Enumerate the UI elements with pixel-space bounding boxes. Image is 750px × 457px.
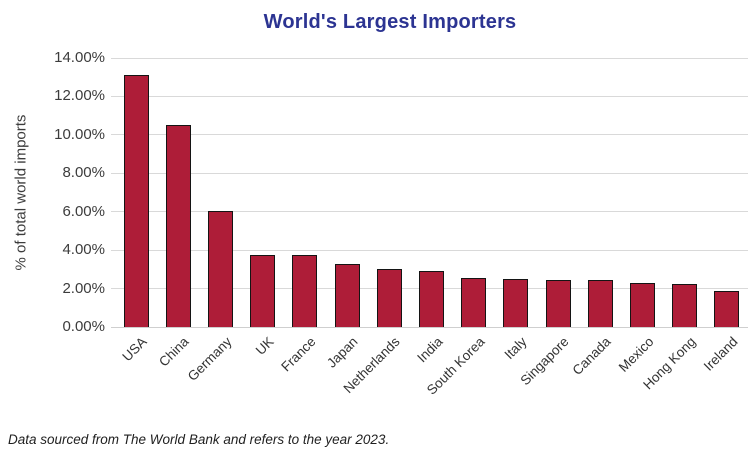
plot-area xyxy=(111,57,748,328)
chart-title: World's Largest Importers xyxy=(263,11,517,33)
y-tick-label: 14.00% xyxy=(54,49,105,66)
y-tick-label: 8.00% xyxy=(62,164,105,182)
y-gridline xyxy=(111,249,748,251)
bar-uk xyxy=(250,254,276,327)
bar-canada xyxy=(587,279,613,327)
y-tick-label: 12.00% xyxy=(54,87,105,105)
bar-south-korea xyxy=(461,278,487,327)
bar-india xyxy=(419,271,444,327)
bar-singapore xyxy=(545,279,571,327)
y-tick-label: 0.00% xyxy=(62,318,105,335)
y-tick-label: 4.00% xyxy=(62,241,105,259)
bar-netherlands xyxy=(376,269,402,327)
bar-italy xyxy=(503,278,529,327)
y-tick-label: 10.00% xyxy=(54,125,105,143)
bar-germany xyxy=(208,210,233,327)
x-axis-baseline xyxy=(111,326,748,328)
y-gridline xyxy=(111,172,748,174)
y-tick-label: 6.00% xyxy=(62,202,105,220)
bar-mexico xyxy=(630,282,655,327)
y-gridline xyxy=(111,57,748,59)
bar-usa xyxy=(123,75,149,327)
y-tick-label: 2.00% xyxy=(62,279,105,297)
y-gridline xyxy=(111,134,748,136)
bar-china xyxy=(165,125,191,327)
y-gridline xyxy=(111,95,748,97)
source-note: Data sourced from The World Bank and ref… xyxy=(8,432,390,447)
bar-japan xyxy=(334,263,360,327)
y-gridline xyxy=(111,211,748,213)
bar-france xyxy=(292,254,318,327)
bar-hong-kong xyxy=(672,283,698,327)
bar-ireland xyxy=(714,291,740,327)
